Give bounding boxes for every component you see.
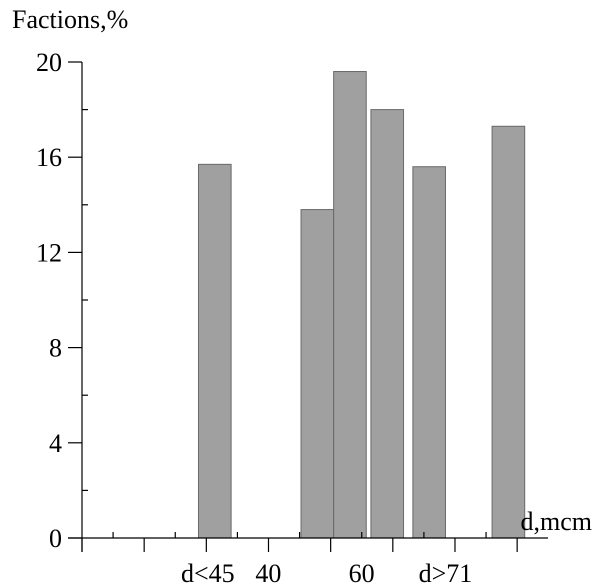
bar-2 [300, 209, 335, 539]
y-tick-label-16: 16 [36, 143, 62, 172]
bar-3 [333, 71, 367, 539]
y-tick-label-4: 4 [49, 429, 62, 458]
x-tick-label-3: 60 [349, 559, 375, 588]
y-tick-label-12: 12 [36, 238, 62, 267]
y-tick-label-8: 8 [49, 334, 62, 363]
x-axis-title: d,mcm [521, 507, 593, 536]
bar-6 [491, 125, 526, 539]
bar-4 [370, 109, 405, 539]
bar-1 [198, 163, 232, 539]
x-tick-label-1: d<45 [181, 559, 235, 588]
y-tick-label-20: 20 [36, 48, 62, 77]
axes-layer [68, 61, 548, 552]
bars-layer [198, 71, 526, 539]
y-tick-label-0: 0 [49, 524, 62, 553]
x-tick-label-4: d>71 [419, 559, 473, 588]
x-tick-label-2: 40 [255, 559, 281, 588]
labels-layer: 0 4 8 12 16 20 d<45 40 60 d>71 Factions,% d,mcm [12, 5, 592, 588]
bar-5 [412, 166, 446, 539]
y-axis-title: Factions,% [12, 5, 128, 34]
